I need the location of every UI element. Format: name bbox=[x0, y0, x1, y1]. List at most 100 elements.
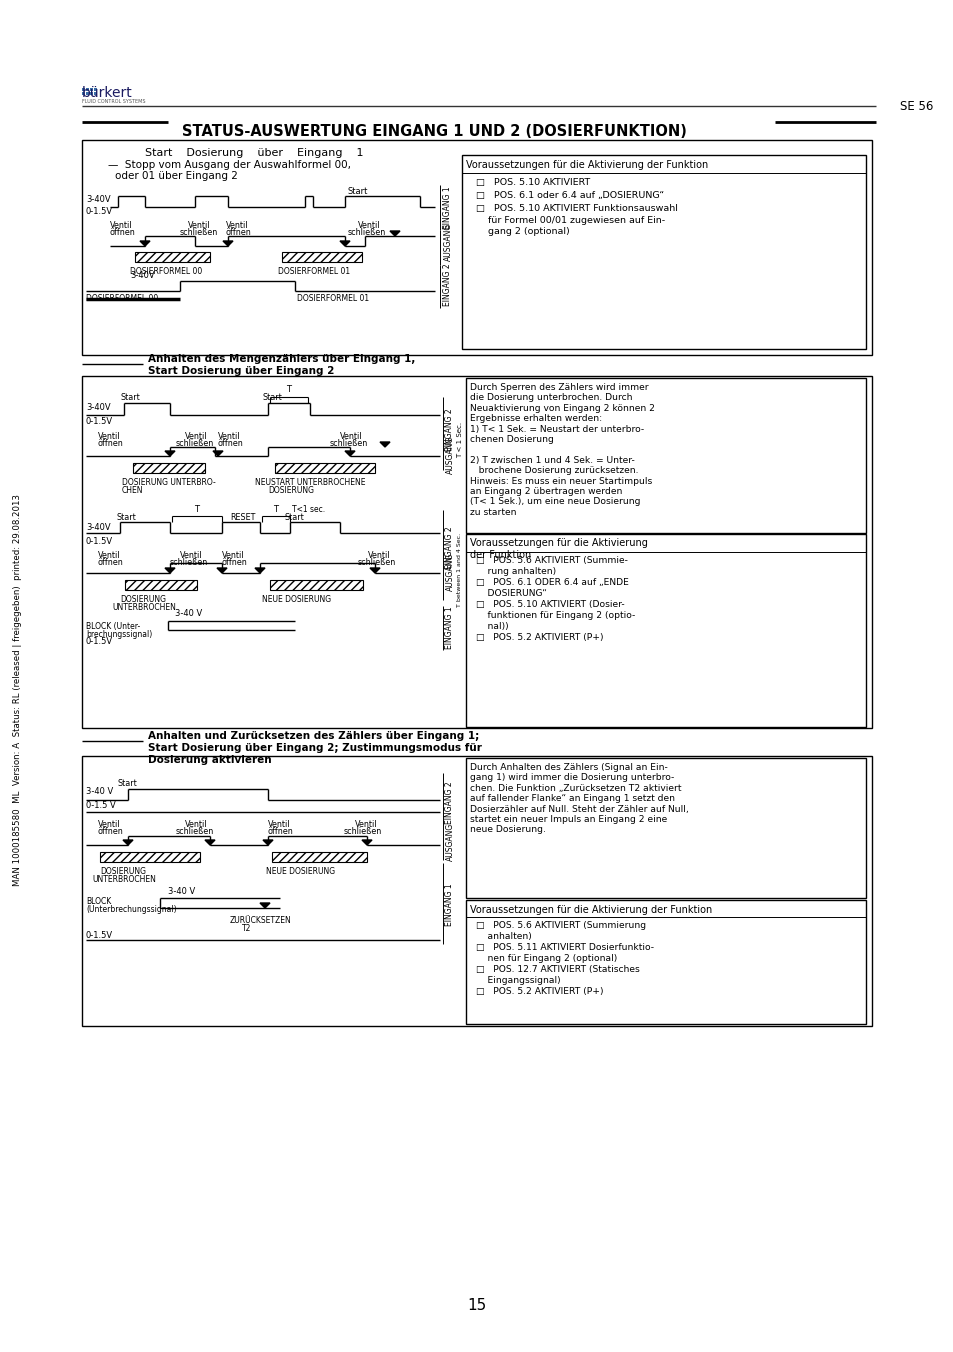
Polygon shape bbox=[370, 568, 379, 573]
Text: öffnen: öffnen bbox=[98, 558, 124, 566]
Polygon shape bbox=[123, 840, 132, 845]
Text: DOSIERUNG UNTERBRO-: DOSIERUNG UNTERBRO- bbox=[122, 479, 215, 487]
Text: DOSIERUNG: DOSIERUNG bbox=[120, 595, 166, 604]
Text: —  Stopp vom Ausgang der Auswahlformel 00,: — Stopp vom Ausgang der Auswahlformel 00… bbox=[108, 160, 351, 170]
Text: 0-1.5 V: 0-1.5 V bbox=[86, 802, 115, 810]
Bar bbox=[270, 580, 363, 589]
Text: rung anhalten): rung anhalten) bbox=[476, 566, 556, 576]
Text: ZURÜCKSETZEN: ZURÜCKSETZEN bbox=[230, 917, 292, 925]
Text: Voraussetzungen für die Aktivierung der Funktion: Voraussetzungen für die Aktivierung der … bbox=[470, 904, 712, 915]
Text: Start: Start bbox=[348, 187, 368, 196]
Text: FLUID CONTROL SYSTEMS: FLUID CONTROL SYSTEMS bbox=[82, 99, 146, 104]
Text: funktionen für Eingang 2 (optio-: funktionen für Eingang 2 (optio- bbox=[476, 611, 635, 621]
Text: T: T bbox=[286, 384, 291, 393]
Bar bbox=[82, 141, 871, 356]
Text: öffnen: öffnen bbox=[222, 558, 248, 566]
Text: Dosierung aktivieren: Dosierung aktivieren bbox=[148, 754, 272, 765]
Polygon shape bbox=[213, 452, 223, 456]
Text: AUSGANG: AUSGANG bbox=[445, 823, 454, 861]
Text: Ventil: Ventil bbox=[185, 821, 208, 829]
Text: NEUE DOSIERUNG: NEUE DOSIERUNG bbox=[266, 867, 335, 876]
Text: □   POS. 5.11 AKTIVIERT Dosierfunktio-: □ POS. 5.11 AKTIVIERT Dosierfunktio- bbox=[476, 942, 654, 952]
Bar bbox=[86, 92, 89, 95]
Text: Ventil: Ventil bbox=[268, 821, 291, 829]
Text: Start: Start bbox=[118, 780, 137, 788]
Text: schließen: schließen bbox=[348, 228, 386, 237]
Text: RESET: RESET bbox=[230, 512, 255, 522]
Text: □   POS. 6.1 oder 6.4 auf „DOSIERUNG“: □ POS. 6.1 oder 6.4 auf „DOSIERUNG“ bbox=[476, 191, 663, 200]
Bar bbox=[272, 852, 367, 863]
Text: 3-40 V: 3-40 V bbox=[174, 610, 202, 618]
Polygon shape bbox=[361, 840, 372, 845]
Text: EINGANG 1: EINGANG 1 bbox=[445, 884, 454, 926]
Bar bbox=[274, 462, 375, 473]
Polygon shape bbox=[379, 442, 390, 448]
Text: 3-40 V: 3-40 V bbox=[168, 887, 195, 895]
Text: EINGANG 2: EINGANG 2 bbox=[443, 264, 452, 307]
Text: BLOCK: BLOCK bbox=[86, 896, 112, 906]
Bar bbox=[86, 88, 89, 91]
Text: nen für Eingang 2 (optional): nen für Eingang 2 (optional) bbox=[476, 955, 617, 963]
Bar bbox=[90, 92, 92, 95]
Bar bbox=[461, 155, 865, 349]
Text: Ventil: Ventil bbox=[355, 821, 377, 829]
Bar bbox=[100, 852, 200, 863]
Text: NEUE DOSIERUNG: NEUE DOSIERUNG bbox=[262, 595, 331, 604]
Text: DOSIERUNG“: DOSIERUNG“ bbox=[476, 589, 546, 598]
Polygon shape bbox=[216, 568, 227, 573]
Polygon shape bbox=[345, 452, 355, 456]
Polygon shape bbox=[205, 840, 214, 845]
Text: T < 1 Sec.: T < 1 Sec. bbox=[456, 422, 462, 458]
Text: Ventil: Ventil bbox=[185, 433, 208, 441]
Text: schließen: schließen bbox=[330, 439, 368, 448]
Text: □   POS. 5.10 AKTIVIERT Funktionsauswahl: □ POS. 5.10 AKTIVIERT Funktionsauswahl bbox=[476, 204, 678, 214]
Text: Start: Start bbox=[121, 393, 141, 403]
Text: 3-40V: 3-40V bbox=[86, 403, 111, 412]
Text: 0-1.5V: 0-1.5V bbox=[86, 537, 113, 545]
Bar bbox=[90, 88, 92, 91]
Text: schließen: schließen bbox=[170, 558, 208, 566]
Bar bbox=[135, 251, 210, 262]
Text: EINGANG 1: EINGANG 1 bbox=[443, 187, 452, 230]
Text: Durch Anhalten des Zählers (Signal an Ein-
gang 1) wird immer die Dosierung unte: Durch Anhalten des Zählers (Signal an Ei… bbox=[470, 763, 688, 834]
Text: AUSGANG: AUSGANG bbox=[445, 553, 454, 591]
Bar bbox=[94, 88, 97, 91]
Text: Ventil: Ventil bbox=[180, 552, 202, 560]
Text: 3-40V: 3-40V bbox=[86, 522, 111, 531]
Text: Ventil: Ventil bbox=[226, 220, 248, 230]
Text: bürkert: bürkert bbox=[82, 87, 132, 100]
Text: Anhalten und Zurücksetzen des Zählers über Eingang 1;: Anhalten und Zurücksetzen des Zählers üb… bbox=[148, 731, 478, 741]
Text: NEUSTART UNTERBROCHENE: NEUSTART UNTERBROCHENE bbox=[254, 479, 365, 487]
Bar bbox=[125, 580, 196, 589]
Text: nal)): nal)) bbox=[476, 622, 508, 631]
Text: Anhalten des Mengenzählers über Eingang 1,: Anhalten des Mengenzählers über Eingang … bbox=[148, 354, 415, 364]
Polygon shape bbox=[140, 241, 150, 246]
Bar bbox=[465, 379, 865, 533]
Text: T2: T2 bbox=[242, 923, 251, 933]
Text: schließen: schließen bbox=[175, 439, 214, 448]
Text: T: T bbox=[273, 506, 277, 515]
Bar bbox=[465, 900, 865, 1023]
Text: Start Dosierung über Eingang 2; Zustimmungsmodus für: Start Dosierung über Eingang 2; Zustimmu… bbox=[148, 744, 481, 753]
Text: EINGANG 2: EINGANG 2 bbox=[445, 781, 454, 825]
Text: öffnen: öffnen bbox=[98, 439, 124, 448]
Text: Durch Sperren des Zählers wird immer
die Dosierung unterbrochen. Durch
Neuaktivi: Durch Sperren des Zählers wird immer die… bbox=[470, 383, 655, 516]
Text: Start: Start bbox=[285, 512, 304, 522]
Polygon shape bbox=[223, 241, 233, 246]
Text: DOSIERUNG: DOSIERUNG bbox=[268, 485, 314, 495]
Polygon shape bbox=[165, 452, 174, 456]
Text: Ventil: Ventil bbox=[110, 220, 132, 230]
Bar bbox=[465, 758, 865, 898]
Polygon shape bbox=[263, 840, 273, 845]
Polygon shape bbox=[390, 231, 399, 237]
Text: AUSGANG: AUSGANG bbox=[443, 223, 452, 261]
Text: Ventil: Ventil bbox=[222, 552, 244, 560]
Text: schließen: schließen bbox=[344, 827, 382, 836]
Text: □   POS. 5.2 AKTIVIERT (P+): □ POS. 5.2 AKTIVIERT (P+) bbox=[476, 633, 603, 642]
Text: CHEN: CHEN bbox=[122, 485, 143, 495]
Text: UNTERBROCHEN: UNTERBROCHEN bbox=[91, 875, 155, 884]
Text: öffnen: öffnen bbox=[268, 827, 294, 836]
Text: DOSIERFORMEL 01: DOSIERFORMEL 01 bbox=[277, 266, 350, 276]
Text: AUSGANG: AUSGANG bbox=[445, 435, 454, 475]
Text: Ventil: Ventil bbox=[98, 821, 120, 829]
